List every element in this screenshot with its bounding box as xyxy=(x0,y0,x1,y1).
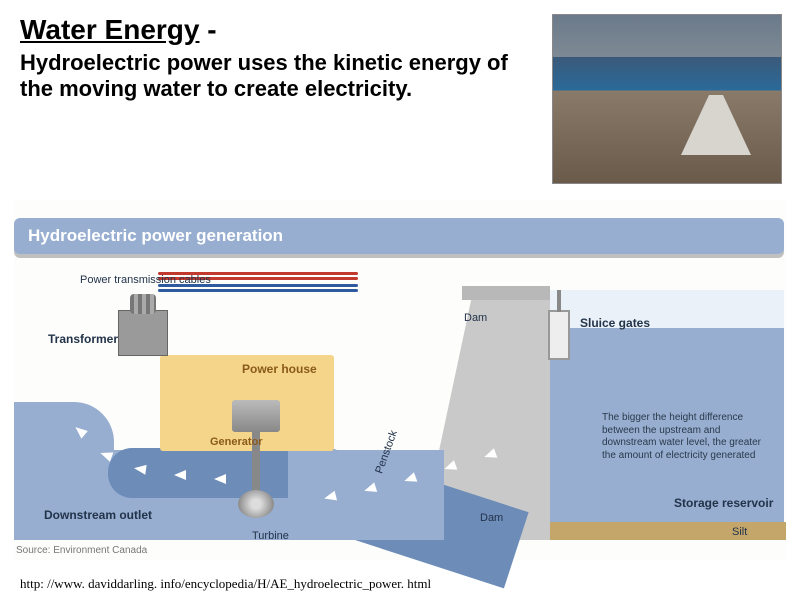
label-generator: Generator xyxy=(210,436,263,448)
cable-line xyxy=(158,289,358,292)
label-turbine: Turbine xyxy=(252,530,289,542)
page-subtitle: Hydroelectric power uses the kinetic ene… xyxy=(20,50,540,103)
source-url: http: //www. daviddarling. info/encyclop… xyxy=(20,576,431,592)
page-title: Water Energy xyxy=(20,14,199,45)
label-dam-lower: Dam xyxy=(480,512,503,524)
transformer xyxy=(118,310,168,356)
dam-top xyxy=(462,286,550,300)
turbine xyxy=(238,490,274,518)
transformer-coil xyxy=(130,294,156,314)
label-sluice: Sluice gates xyxy=(580,316,650,330)
label-downstream: Downstream outlet xyxy=(44,508,152,522)
label-transmission: Power transmission cables xyxy=(80,274,211,286)
flow-arrow-icon xyxy=(214,474,226,484)
label-storage: Storage reservoir xyxy=(674,496,773,510)
diagram-title-bar: Hydroelectric power generation xyxy=(14,218,784,254)
sluice-gate xyxy=(548,310,570,360)
label-powerhouse: Power house xyxy=(242,362,317,376)
generator xyxy=(232,400,280,432)
hydro-diagram: Hydroelectric power generation Power tra… xyxy=(14,200,786,560)
flow-arrow-icon xyxy=(133,463,146,475)
info-box: The bigger the height difference between… xyxy=(602,412,772,462)
dam-photo xyxy=(552,14,782,184)
label-silt: Silt xyxy=(732,526,747,538)
diagram-source: Source: Environment Canada xyxy=(16,545,147,556)
flow-arrow-icon xyxy=(174,470,186,480)
label-transformer: Transformer xyxy=(48,332,118,346)
label-dam-upper: Dam xyxy=(464,312,487,324)
title-dash: - xyxy=(199,14,216,45)
header-block: Water Energy - Hydroelectric power uses … xyxy=(20,14,540,103)
